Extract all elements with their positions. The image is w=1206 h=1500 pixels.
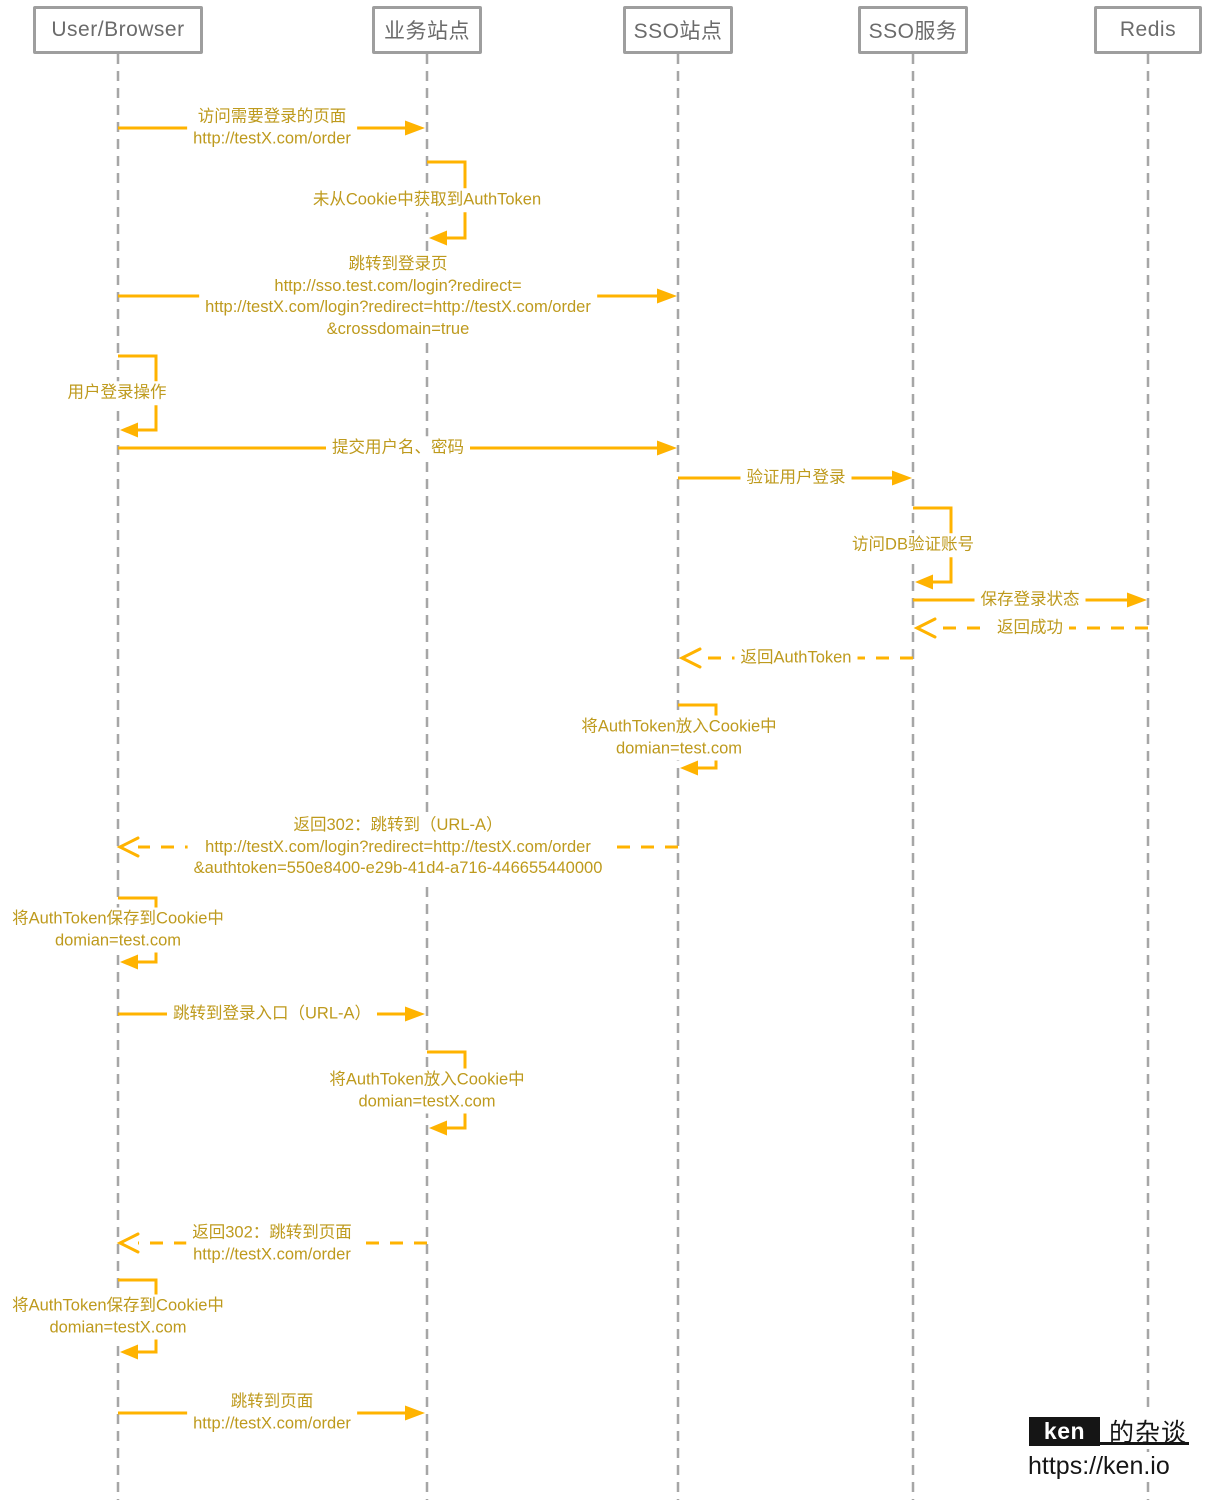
arrowhead-m17 <box>120 1344 138 1360</box>
arrowhead-m12 <box>116 836 140 858</box>
actor-label-user-browser: User/Browser <box>51 18 185 41</box>
arrowhead-m18 <box>405 1405 425 1421</box>
ken-site-url: https://ken.io <box>1026 1452 1172 1481</box>
message-label-m18: 跳转到页面 http://testX.com/order <box>187 1390 357 1436</box>
arrowhead-m15 <box>429 1120 447 1136</box>
actor-box-sso-site: SSO站点 <box>623 6 733 54</box>
arrowhead-m4 <box>120 422 138 438</box>
actor-label-business-site: 业务站点 <box>384 20 470 43</box>
actor-label-sso-service: SSO服务 <box>868 20 958 43</box>
arrowhead-m2 <box>429 230 447 246</box>
message-label-m3: 跳转到登录页 http://sso.test.com/login?redirec… <box>199 253 597 341</box>
message-label-m13: 将AuthToken保存到Cookie中 domian=test.com <box>6 907 230 953</box>
actor-box-business-site: 业务站点 <box>372 6 482 54</box>
message-label-m16: 返回302：跳转到页面 http://testX.com/order <box>186 1221 358 1267</box>
actor-box-sso-service: SSO服务 <box>858 6 968 54</box>
arrowhead-m5 <box>657 440 677 456</box>
message-label-m10: 返回AuthToken <box>734 646 858 670</box>
arrowhead-m9 <box>913 617 937 639</box>
actor-box-user-browser: User/Browser <box>33 6 203 54</box>
message-label-m1: 访问需要登录的页面 http://testX.com/order <box>187 105 357 151</box>
message-label-m2: 未从Cookie中获取到AuthToken <box>306 188 548 212</box>
message-label-m15: 将AuthToken放入Cookie中 domian=testX.com <box>323 1068 531 1114</box>
actor-label-sso-site: SSO站点 <box>633 20 723 43</box>
arrowhead-m1 <box>405 120 425 136</box>
arrowhead-m14 <box>405 1006 425 1022</box>
message-label-m12: 返回302：跳转到（URL-A） http://testX.com/login?… <box>187 813 609 881</box>
message-label-m7: 访问DB验证账号 <box>846 533 980 557</box>
message-label-m6: 验证用户登录 <box>740 466 852 490</box>
arrowhead-m6 <box>892 470 912 486</box>
message-label-m9: 返回成功 <box>991 616 1069 640</box>
arrowhead-m3 <box>657 288 677 304</box>
arrowhead-m16 <box>116 1232 140 1254</box>
arrowhead-m11 <box>680 760 698 776</box>
arrowhead-m7 <box>915 574 933 590</box>
ken-logo-badge: ken <box>1029 1416 1100 1446</box>
arrowhead-m10 <box>678 647 702 669</box>
actor-label-redis: Redis <box>1119 18 1177 41</box>
ken-logo-underline <box>1029 1442 1189 1445</box>
actor-box-redis: Redis <box>1094 6 1202 54</box>
message-label-m17: 将AuthToken保存到Cookie中 domian=testX.com <box>6 1294 230 1340</box>
message-label-m14: 跳转到登录入口（URL-A） <box>166 1002 378 1026</box>
message-label-m11: 将AuthToken放入Cookie中 domian=test.com <box>575 715 783 761</box>
message-label-m8: 保存登录状态 <box>974 588 1086 612</box>
message-label-m4: 用户登录操作 <box>61 381 173 405</box>
arrowhead-m13 <box>120 954 138 970</box>
arrowhead-m8 <box>1127 592 1147 608</box>
message-label-m5: 提交用户名、密码 <box>326 436 470 460</box>
